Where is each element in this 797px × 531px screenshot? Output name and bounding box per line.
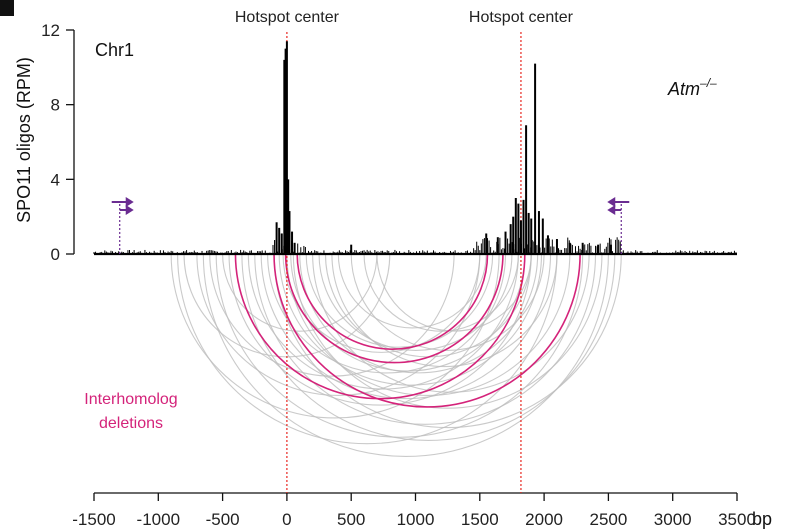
deletion-arc (196, 253, 481, 396)
deletion-arc (260, 253, 552, 400)
deletion-arc (278, 253, 543, 386)
deletion-arc (209, 253, 455, 377)
x-axis-unit: bp (752, 509, 772, 529)
deletion-arc (267, 253, 507, 374)
highlighted-deletion-arc (284, 253, 504, 364)
deletion-arc (254, 253, 597, 425)
x-tick-label: -1000 (137, 510, 180, 529)
deletion-arc (215, 253, 584, 438)
deletion-arc (241, 253, 616, 442)
panel-label-mark (0, 0, 14, 16)
x-tick-label: 1000 (397, 510, 435, 529)
deletion-arc (331, 253, 558, 368)
primer-arrow-head (125, 205, 134, 215)
x-tick-label: 2000 (525, 510, 563, 529)
deletion-arc (202, 253, 609, 458)
primer-arrow-head (125, 197, 134, 207)
y-tick-label: 8 (51, 96, 60, 115)
deletion-arc (222, 253, 378, 332)
y-tick-label: 0 (51, 245, 60, 264)
y-tick-label: 12 (41, 21, 60, 40)
genotype-label: Atm–/– (667, 76, 717, 99)
y-tick-label: 4 (51, 170, 60, 189)
x-tick-label: -500 (206, 510, 240, 529)
deletion-arc (299, 253, 539, 374)
genotype-superscript: –/– (699, 76, 717, 90)
deletion-arc (170, 253, 500, 419)
x-tick-label: 3000 (654, 510, 692, 529)
deletion-arc (292, 253, 603, 409)
primer-arrows (111, 197, 630, 254)
x-tick-label: 1500 (461, 510, 499, 529)
x-ticks: -1500 -1000 -500 0 500 1000 1500 2000 2500 3000 35… (72, 493, 756, 529)
deletion-arc (305, 253, 494, 348)
deletion-arc (286, 253, 571, 396)
deletion-arc (350, 253, 545, 351)
deletion-arc (247, 253, 519, 390)
forward-primer-arrow (111, 197, 134, 254)
spo11-signal (93, 41, 737, 256)
deletion-arcs (170, 253, 622, 458)
x-tick-label: 500 (337, 510, 365, 529)
chromosome-label: Chr1 (95, 40, 134, 60)
deletion-arc (337, 253, 487, 329)
highlighted-deletion-arc (273, 253, 581, 408)
x-tick-label: -1500 (72, 510, 115, 529)
hotspot-center-label: Hotspot center (235, 9, 340, 26)
genotype-name: Atm (667, 79, 700, 99)
x-tick-label: 3500 (718, 510, 756, 529)
highlighted-deletion-arc (296, 253, 489, 350)
y-axis-label: SPO11 oligos (RPM) (14, 57, 34, 223)
primer-arrow-head (607, 197, 616, 207)
deletion-arc (318, 253, 513, 351)
deletion-arc (376, 253, 532, 332)
deletion-arc (290, 253, 526, 372)
deletion-label-line-2: deletions (99, 415, 163, 432)
deletion-arc (273, 253, 622, 429)
deletion-arc (177, 253, 558, 445)
x-tick-label: 0 (282, 510, 291, 529)
primer-arrow-head (607, 205, 616, 215)
y-ticks: 0 4 8 12 (41, 21, 74, 264)
hotspot-center-label: Hotspot center (469, 9, 574, 26)
x-tick-label: 2500 (589, 510, 627, 529)
highlighted-deletion-arc (234, 253, 526, 400)
deletion-arc (312, 253, 590, 393)
deletion-arc (363, 253, 519, 332)
reverse-primer-arrow (607, 197, 630, 254)
deletion-label-line-1: Interhomolog (84, 391, 177, 408)
